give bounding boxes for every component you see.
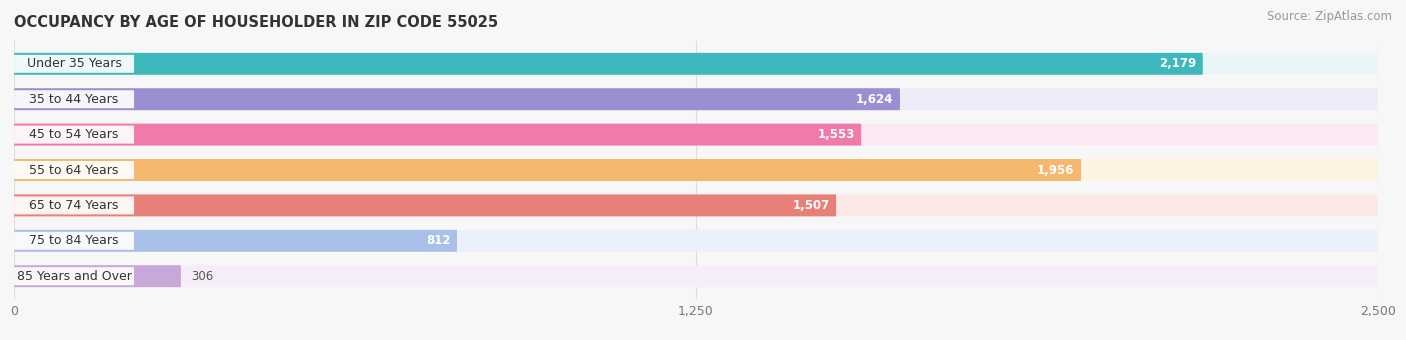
FancyBboxPatch shape xyxy=(14,194,837,216)
Text: 75 to 84 Years: 75 to 84 Years xyxy=(30,234,120,247)
FancyBboxPatch shape xyxy=(14,88,1378,110)
Text: 55 to 64 Years: 55 to 64 Years xyxy=(30,164,118,176)
FancyBboxPatch shape xyxy=(14,267,134,285)
Text: 1,624: 1,624 xyxy=(856,93,893,106)
FancyBboxPatch shape xyxy=(14,159,1081,181)
FancyBboxPatch shape xyxy=(14,90,134,108)
FancyBboxPatch shape xyxy=(14,53,1202,75)
Text: 35 to 44 Years: 35 to 44 Years xyxy=(30,93,118,106)
Text: 85 Years and Over: 85 Years and Over xyxy=(17,270,132,283)
FancyBboxPatch shape xyxy=(14,161,134,179)
Text: Under 35 Years: Under 35 Years xyxy=(27,57,121,70)
FancyBboxPatch shape xyxy=(14,230,457,252)
Text: 306: 306 xyxy=(191,270,214,283)
Text: 2,179: 2,179 xyxy=(1159,57,1197,70)
Text: Source: ZipAtlas.com: Source: ZipAtlas.com xyxy=(1267,10,1392,23)
Text: 1,507: 1,507 xyxy=(793,199,830,212)
FancyBboxPatch shape xyxy=(14,124,862,146)
FancyBboxPatch shape xyxy=(14,230,1378,252)
Text: 65 to 74 Years: 65 to 74 Years xyxy=(30,199,118,212)
FancyBboxPatch shape xyxy=(14,159,1378,181)
Text: 1,553: 1,553 xyxy=(817,128,855,141)
FancyBboxPatch shape xyxy=(14,265,1378,287)
Text: 45 to 54 Years: 45 to 54 Years xyxy=(30,128,118,141)
Text: OCCUPANCY BY AGE OF HOUSEHOLDER IN ZIP CODE 55025: OCCUPANCY BY AGE OF HOUSEHOLDER IN ZIP C… xyxy=(14,15,498,30)
FancyBboxPatch shape xyxy=(14,124,1378,146)
FancyBboxPatch shape xyxy=(14,265,181,287)
FancyBboxPatch shape xyxy=(14,55,134,73)
FancyBboxPatch shape xyxy=(14,125,134,143)
Text: 812: 812 xyxy=(426,234,450,247)
FancyBboxPatch shape xyxy=(14,232,134,250)
FancyBboxPatch shape xyxy=(14,88,900,110)
FancyBboxPatch shape xyxy=(14,53,1378,75)
FancyBboxPatch shape xyxy=(14,194,1378,216)
FancyBboxPatch shape xyxy=(14,197,134,215)
Text: 1,956: 1,956 xyxy=(1038,164,1074,176)
